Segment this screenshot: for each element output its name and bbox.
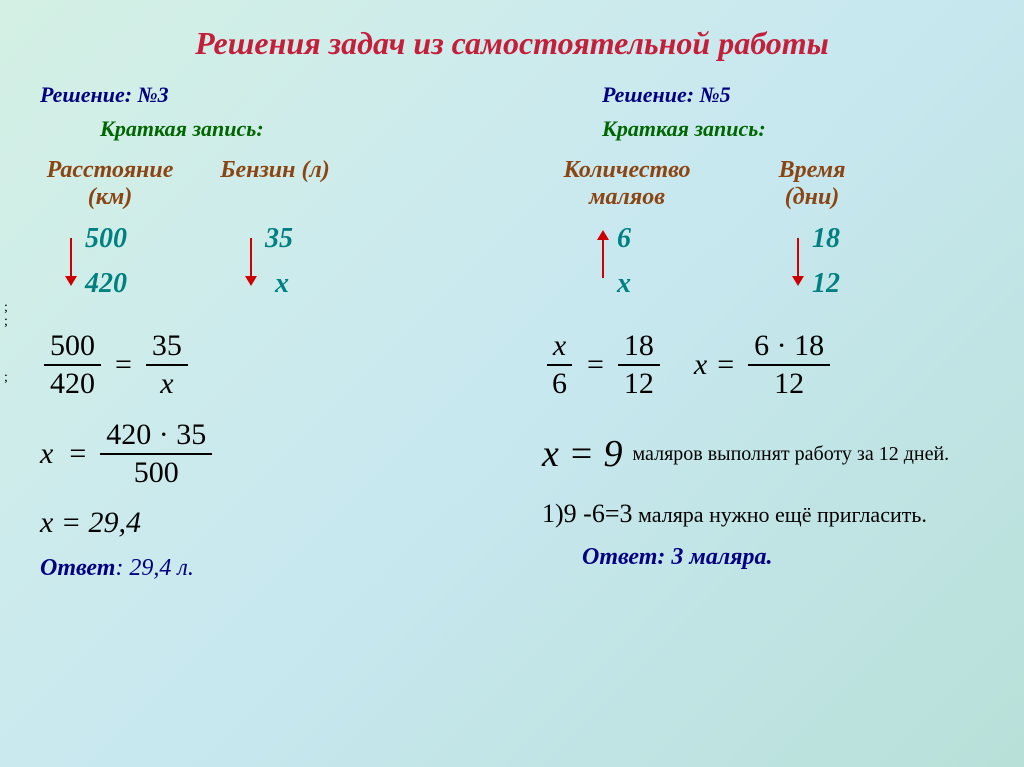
equation-5-2: x = 6 · 1812 <box>694 328 834 402</box>
answer-5: Ответ: 3 маляра. <box>582 544 994 571</box>
arrow-down-1 <box>70 238 72 278</box>
arrow-up-1 <box>602 238 604 278</box>
arrow-down-2 <box>250 238 252 278</box>
equation-5-1: x6 = 1812 <box>542 328 664 402</box>
cell-420: 420 <box>85 268 127 300</box>
solution-5-label: Решение: №5 <box>602 82 994 108</box>
table-5-data: 6 x 18 12 <box>542 223 994 313</box>
header-days: Время (дни) <box>752 157 872 211</box>
result-3: x = 29,4 <box>40 506 492 540</box>
header-painters: Количество маляов <box>542 157 712 211</box>
equation-3-1: 500420 = 35x <box>40 328 492 402</box>
result-5-row: x = 9 маляров выполнят работу за 12 дней… <box>542 417 994 491</box>
cell-12: 12 <box>812 268 840 300</box>
solution-3: Решение: №3 Краткая запись: Расстояние (… <box>40 82 512 582</box>
equation-5-row: x6 = 1812 x = 6 · 1812 <box>542 313 994 417</box>
cell-35: 35 <box>265 223 293 255</box>
answer-3: Ответ: 29,4 л. <box>40 555 492 582</box>
content-columns: Решение: №3 Краткая запись: Расстояние (… <box>0 62 1024 582</box>
header-distance: Расстояние (км) <box>40 157 180 211</box>
cell-x-left: x <box>275 268 289 300</box>
brief-label-3: Краткая запись: <box>100 116 492 142</box>
table-3-headers: Расстояние (км) Бензин (л) <box>40 157 492 211</box>
equation-3-2: x = 420 · 35500 <box>40 417 492 491</box>
stray-semi-3: ; <box>4 370 8 386</box>
solution-5: Решение: №5 Краткая запись: Количество м… <box>512 82 994 582</box>
table-3-data: 500 420 35 x <box>40 223 492 313</box>
brief-label-5: Краткая запись: <box>602 116 994 142</box>
result-5: x = 9 <box>542 432 623 476</box>
cell-18: 18 <box>812 223 840 255</box>
header-fuel: Бензин (л) <box>220 157 330 211</box>
page-title: Решения задач из самостоятельной работы <box>0 0 1024 62</box>
arrow-down-3 <box>797 238 799 278</box>
step-5: 1)9 -6=3 маляра нужно ещё пригласить. <box>542 499 994 529</box>
table-5-headers: Количество маляов Время (дни) <box>542 157 994 211</box>
result-5-note: маляров выполнят работу за 12 дней. <box>633 443 950 466</box>
cell-x-right: x <box>617 268 631 300</box>
stray-semi-2: ; <box>4 314 8 330</box>
cell-500: 500 <box>85 223 127 255</box>
solution-3-label: Решение: №3 <box>40 82 492 108</box>
cell-6: 6 <box>617 223 631 255</box>
